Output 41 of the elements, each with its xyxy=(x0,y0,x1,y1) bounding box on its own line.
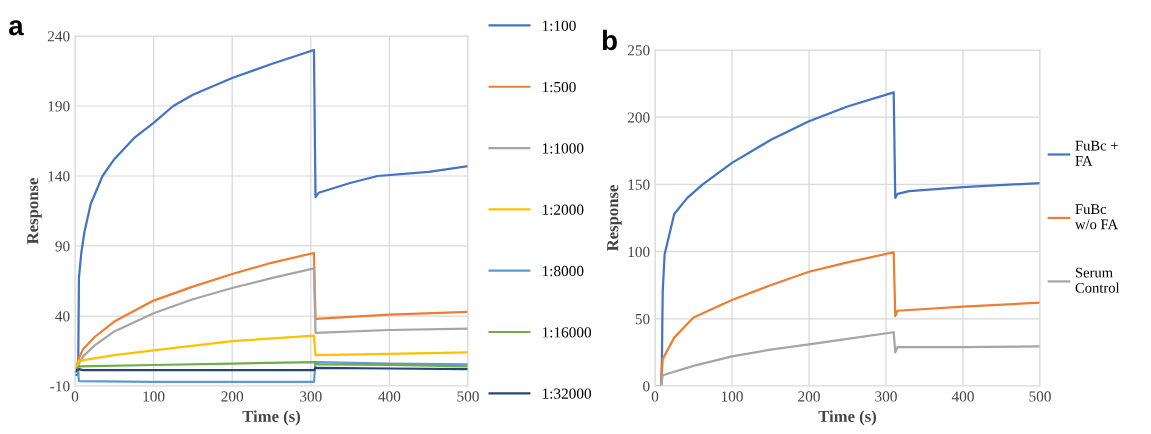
x-tick-label: 200 xyxy=(798,391,820,402)
x-tick-label: 100 xyxy=(721,391,743,402)
y-axis-title: Response xyxy=(607,185,622,252)
legend-label: 1:16000 xyxy=(542,327,592,338)
legend-label: 1:8000 xyxy=(542,265,584,277)
legend-label: 1:1000 xyxy=(542,143,584,154)
y-tick-label: 250 xyxy=(627,45,650,56)
legend-label: FuBc + FA xyxy=(1075,140,1118,166)
y-axis-title: Response xyxy=(27,178,42,245)
legend-label: 1:2000 xyxy=(542,204,584,215)
y-tick-label: 150 xyxy=(628,179,650,190)
x-tick-label: 0 xyxy=(651,391,659,402)
line-series xyxy=(75,48,468,376)
x-axis-title: Time (s) xyxy=(242,410,301,426)
y-tick-label: 50 xyxy=(635,313,650,325)
y-tick-label: 90 xyxy=(55,241,70,252)
y-tick-label: 200 xyxy=(627,112,650,123)
x-tick-label: 0 xyxy=(71,391,79,402)
y-tick-label: 40 xyxy=(55,311,70,322)
x-tick-label: 200 xyxy=(221,391,244,402)
legend-label: Serum Control xyxy=(1075,267,1120,293)
y-tick-label: -10 xyxy=(50,381,70,392)
legend-label: 1:32000 xyxy=(542,388,592,399)
y-tick-label: 190 xyxy=(48,101,70,112)
x-tick-label: 300 xyxy=(875,391,897,402)
x-tick-label: 100 xyxy=(143,391,165,402)
y-tick-label: 140 xyxy=(48,171,70,182)
y-tick-label: 0 xyxy=(643,381,650,392)
x-tick-label: 500 xyxy=(1029,391,1051,402)
x-axis-title: Time (s) xyxy=(818,410,877,426)
legend-label: FuBc w/o FA xyxy=(1075,204,1118,230)
y-tick-label: 240 xyxy=(47,31,70,42)
y-tick-label: 100 xyxy=(628,246,650,258)
legend-label: 1:100 xyxy=(542,20,576,32)
chart-title: a xyxy=(9,20,24,36)
chart-title: b xyxy=(602,29,617,51)
x-tick-label: 400 xyxy=(951,391,974,402)
legend-label: 1:500 xyxy=(542,81,576,93)
x-tick-label: 400 xyxy=(378,391,401,402)
x-tick-label: 500 xyxy=(457,391,479,402)
x-tick-label: 300 xyxy=(300,391,322,402)
